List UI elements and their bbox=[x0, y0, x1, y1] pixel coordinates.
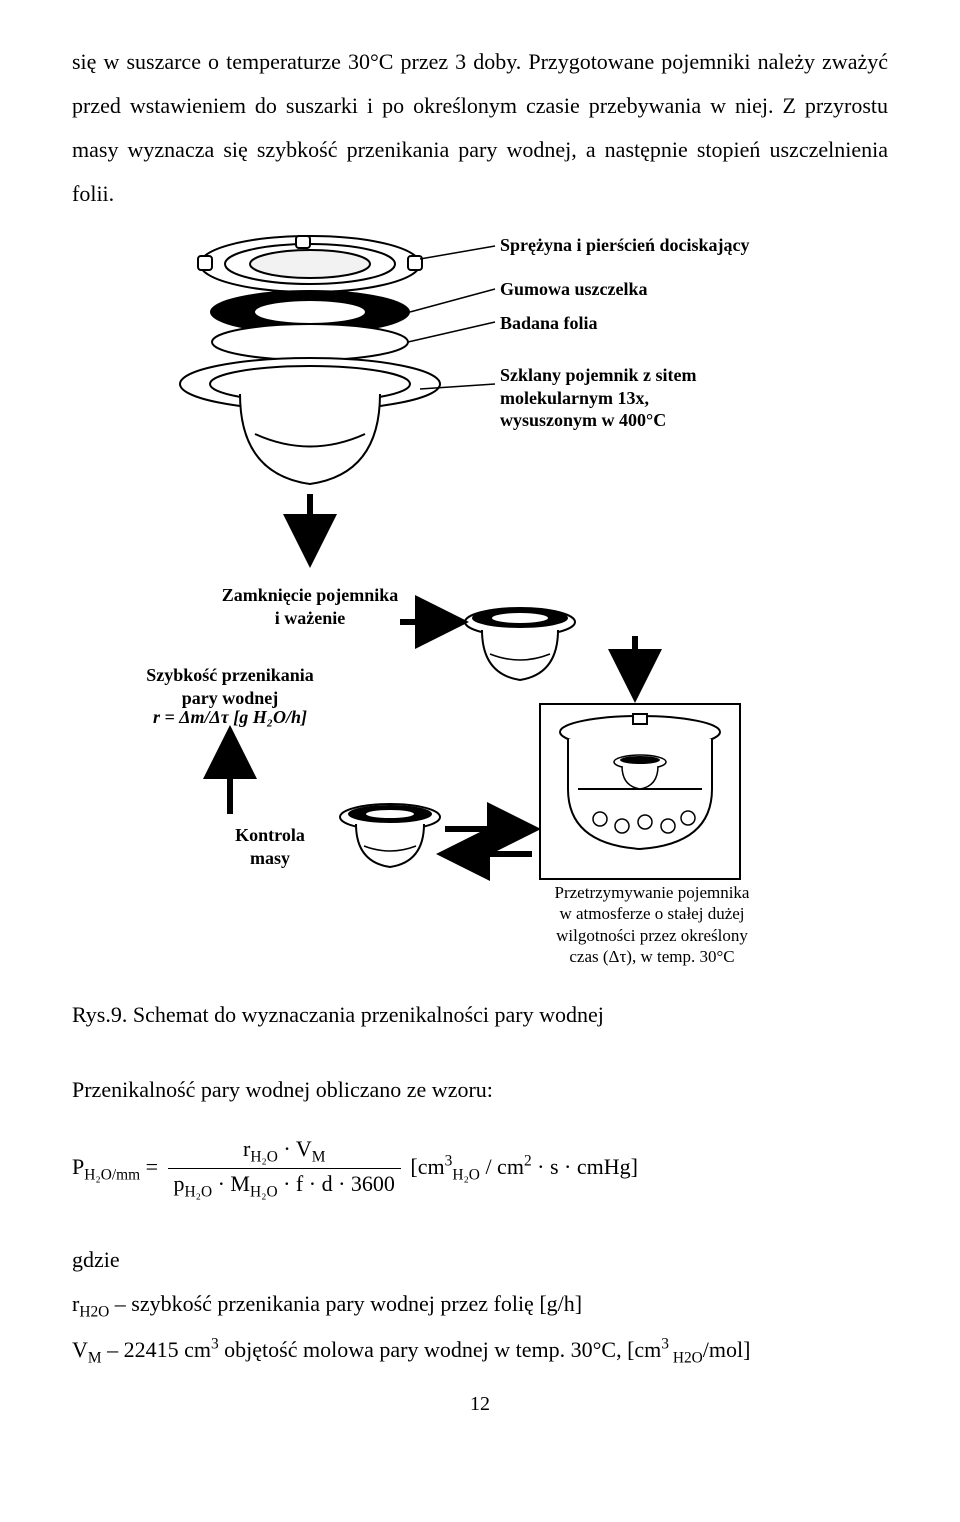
where-r-line: rH2O – szybkość przenikania pary wodnej … bbox=[72, 1282, 888, 1328]
formula-eq: = bbox=[140, 1154, 163, 1179]
desiccator-icon bbox=[560, 714, 720, 849]
figure-caption: Rys.9. Schemat do wyznaczania przenikaln… bbox=[72, 1002, 888, 1028]
para-line1: się w suszarce o temperaturze 30°C przez… bbox=[72, 49, 815, 74]
where-r-sub: H2O bbox=[79, 1303, 109, 1320]
label-film: Badana folia bbox=[500, 312, 598, 335]
formula-lhs: P bbox=[72, 1154, 84, 1179]
formula-lhs-sub: H₂O/mm bbox=[84, 1166, 140, 1183]
units-tail: · s · cmHg] bbox=[532, 1154, 638, 1179]
formula-fraction: rH₂O · VM pH₂O · MH₂O · f · d · 3600 bbox=[168, 1136, 401, 1202]
control-jar-icon bbox=[340, 804, 440, 867]
where-gdzie: gdzie bbox=[72, 1238, 888, 1282]
label-jar: Szklany pojemnik z sitem molekularnym 13… bbox=[500, 364, 760, 432]
den-tail: · f · d · 3600 bbox=[278, 1171, 395, 1196]
label-rate: Szybkość przenikania pary wodnej bbox=[130, 664, 330, 709]
label-close-weigh: Zamknięcie pojemnika i ważenie bbox=[205, 584, 415, 629]
label-gasket: Gumowa uszczelka bbox=[500, 278, 648, 301]
film-disc bbox=[212, 324, 408, 360]
units-mid: / cm bbox=[480, 1154, 524, 1179]
glass-jar bbox=[180, 358, 440, 484]
formula-intro: Przenikalność pary wodnej obliczano ze w… bbox=[72, 1068, 888, 1112]
where-v-line: VM – 22415 cm3 objętość molowa pary wodn… bbox=[72, 1328, 888, 1374]
spring-ring bbox=[198, 236, 422, 292]
units-sup2: 2 bbox=[524, 1153, 532, 1170]
where-v-sup: 3 bbox=[211, 1336, 219, 1353]
num-mid: · V bbox=[278, 1136, 312, 1161]
where-v-sup2: 3 bbox=[661, 1336, 669, 1353]
units-pre: [cm bbox=[410, 1154, 444, 1179]
den-mid1: · M bbox=[212, 1171, 250, 1196]
figure-diagram: Sprężyna i pierścień dociskający Gumowa … bbox=[100, 234, 860, 954]
label-hold: Przetrzymywanie pojemnika w atmosferze o… bbox=[527, 882, 777, 967]
units-subh2o: H₂O bbox=[452, 1166, 480, 1183]
where-v: V bbox=[72, 1337, 88, 1362]
page: się w suszarce o temperaturze 30°C przez… bbox=[0, 0, 960, 1434]
where-v-mid: – 22415 cm bbox=[102, 1337, 211, 1362]
where-v-sub2: H2O bbox=[669, 1349, 703, 1366]
intro-paragraph: się w suszarce o temperaturze 30°C przez… bbox=[72, 40, 888, 216]
where-block: gdzie rH2O – szybkość przenikania pary w… bbox=[72, 1238, 888, 1374]
num-sub1: H₂O bbox=[250, 1148, 278, 1165]
label-control: Kontrola masy bbox=[215, 824, 325, 869]
den-p: p bbox=[174, 1171, 185, 1196]
den-sub2: H₂O bbox=[250, 1184, 278, 1201]
where-v-rest2: /mol] bbox=[703, 1337, 751, 1362]
num-sub2: M bbox=[312, 1148, 326, 1165]
closed-jar-icon bbox=[465, 608, 575, 680]
label-spring: Sprężyna i pierścień dociskający bbox=[500, 234, 750, 257]
den-sub1: H₂O bbox=[185, 1184, 213, 1201]
formula: PH₂O/mm = rH₂O · VM pH₂O · MH₂O · f · d … bbox=[72, 1136, 888, 1202]
where-r-rest: – szybkość przenikania pary wodnej przez… bbox=[109, 1291, 582, 1316]
page-number: 12 bbox=[0, 1393, 960, 1416]
label-rate-formula: r = Δm/Δτ [g H₂O/h] bbox=[130, 706, 330, 729]
where-v-sub: M bbox=[88, 1349, 102, 1366]
where-v-rest1: objętość molowa pary wodnej w temp. 30°C… bbox=[219, 1337, 662, 1362]
